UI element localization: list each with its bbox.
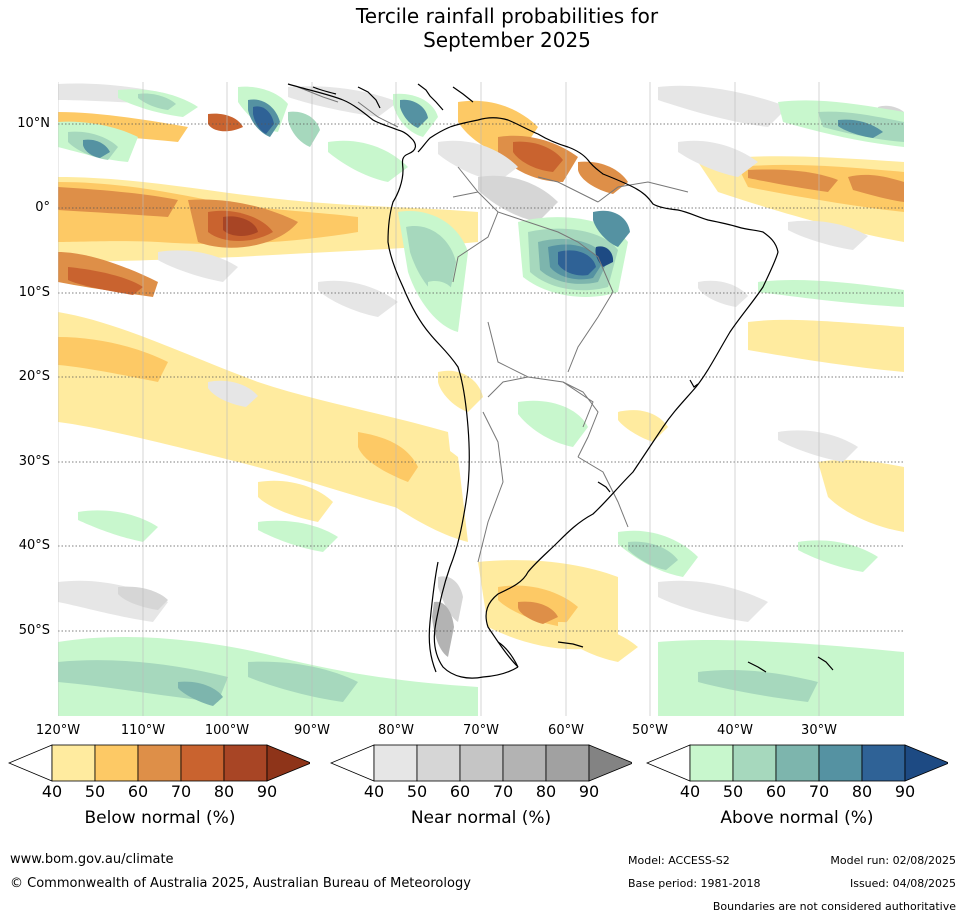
below-normal-tick-label: 40 <box>41 782 63 801</box>
above-normal-colorbar <box>646 744 948 782</box>
above-normal-swatch <box>861 744 906 782</box>
probability-map <box>58 82 904 716</box>
below-normal-tick-label: 60 <box>127 782 149 801</box>
near-normal-swatch <box>459 744 504 782</box>
near-normal-tick-label: 60 <box>449 782 471 801</box>
below-normal-swatch <box>180 744 225 782</box>
near-normal-swatch <box>373 744 418 782</box>
lon-label-70w: 70°W <box>463 723 499 738</box>
lat-label-0: 0° <box>35 200 50 215</box>
near-normal-tick-label: 50 <box>406 782 428 801</box>
base-period: Base period: 1981-2018 <box>628 877 761 890</box>
copyright-text: © Commonwealth of Australia 2025, Austra… <box>10 876 471 891</box>
below-normal-arrow-high <box>266 744 310 782</box>
lon-label-90w: 90°W <box>294 723 330 738</box>
lat-label-50s: 50°S <box>18 623 50 638</box>
lat-label-30s: 30°S <box>18 454 50 469</box>
near-normal-arrow-high <box>588 744 632 782</box>
below-normal-legend-title: Below normal (%) <box>84 808 236 828</box>
below-normal-tick-label: 70 <box>170 782 192 801</box>
lon-label-80w: 80°W <box>378 723 414 738</box>
boundaries-disclaimer: Boundaries are not considered authoritat… <box>712 900 956 913</box>
near-normal-tick-label: 40 <box>363 782 385 801</box>
lon-label-110w: 110°W <box>120 723 166 738</box>
issued-date: Issued: 04/08/2025 <box>849 877 956 890</box>
above-normal-shading <box>58 86 904 716</box>
model-run-date: Model run: 02/08/2025 <box>830 854 956 867</box>
above-normal-tick-label: 40 <box>679 782 701 801</box>
above-normal-arrow-high <box>904 744 948 782</box>
below-normal-tick-label: 80 <box>213 782 235 801</box>
above-normal-swatch <box>775 744 820 782</box>
above-normal-swatch <box>689 744 734 782</box>
above-normal-swatch <box>732 744 777 782</box>
model-name: Model: ACCESS-S2 <box>628 854 730 867</box>
title-line-2: September 2025 <box>423 28 591 52</box>
below-normal-swatch <box>137 744 182 782</box>
below-normal-tick-label: 90 <box>256 782 278 801</box>
below-normal-shading <box>58 100 904 662</box>
near-normal-swatch <box>502 744 547 782</box>
below-normal-colorbar <box>8 744 310 782</box>
below-normal-swatch <box>223 744 268 782</box>
website-link[interactable]: www.bom.gov.au/climate <box>10 852 174 867</box>
title-line-1: Tercile rainfall probabilities for <box>355 4 659 28</box>
near-normal-tick-label: 70 <box>492 782 514 801</box>
near-normal-tick-label: 90 <box>578 782 600 801</box>
coastline <box>287 83 834 679</box>
near-normal-arrow-low <box>330 744 375 782</box>
above-normal-legend-title: Above normal (%) <box>720 808 874 828</box>
above-normal-tick-label: 50 <box>722 782 744 801</box>
meridians <box>58 82 820 716</box>
near-normal-colorbar <box>330 744 632 782</box>
lon-label-50w: 50°W <box>632 723 668 738</box>
lon-label-30w: 30°W <box>801 723 837 738</box>
above-normal-swatch <box>818 744 863 782</box>
near-normal-swatch <box>416 744 461 782</box>
lat-label-20s: 20°S <box>18 369 50 384</box>
graticule <box>58 123 904 632</box>
below-normal-swatch <box>51 744 96 782</box>
lon-label-100w: 100°W <box>204 723 250 738</box>
lat-label-10n: 10°N <box>17 116 50 131</box>
near-normal-legend-title: Near normal (%) <box>410 808 552 828</box>
map-canvas <box>58 82 904 716</box>
above-normal-tick-label: 80 <box>851 782 873 801</box>
map-title: Tercile rainfall probabilities for Septe… <box>0 4 965 52</box>
country-borders <box>297 86 689 563</box>
lat-label-10s: 10°S <box>18 285 50 300</box>
near-normal-tick-label: 80 <box>535 782 557 801</box>
below-normal-tick-label: 50 <box>84 782 106 801</box>
lon-label-40w: 40°W <box>717 723 753 738</box>
below-normal-swatch <box>94 744 139 782</box>
below-normal-arrow-low <box>8 744 53 782</box>
above-normal-tick-label: 90 <box>894 782 916 801</box>
lon-label-120w: 120°W <box>35 723 81 738</box>
above-normal-tick-label: 70 <box>808 782 830 801</box>
above-normal-arrow-low <box>646 744 691 782</box>
near-normal-swatch <box>545 744 590 782</box>
lat-label-40s: 40°S <box>18 538 50 553</box>
lon-label-60w: 60°W <box>548 723 584 738</box>
above-normal-tick-label: 60 <box>765 782 787 801</box>
